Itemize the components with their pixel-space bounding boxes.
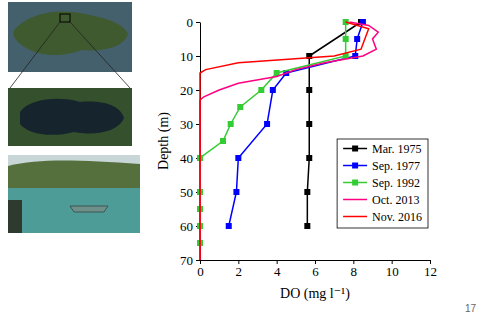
legend-line bbox=[343, 199, 367, 201]
x-tick: 6 bbox=[312, 260, 319, 279]
legend: Mar. 1975 Sep. 1977 Sep. 1992 Oct. 2013 Nov.… bbox=[337, 139, 428, 228]
slide: 0 2 4 6 8 10 12 0 10 20 30 40 50 60 70 DO (mg l⁻¹) Depth… bbox=[0, 0, 500, 320]
series-marker bbox=[264, 121, 270, 127]
legend-marker bbox=[352, 180, 358, 186]
lake-water bbox=[20, 99, 124, 135]
y-tick-label: 20 bbox=[180, 83, 193, 98]
legend-label: Mar. 1975 bbox=[372, 142, 421, 156]
series-marker bbox=[237, 104, 243, 110]
series-marker bbox=[306, 155, 312, 161]
zoom-box bbox=[60, 14, 70, 22]
y-tick-label: 10 bbox=[180, 49, 193, 64]
legend-marker bbox=[352, 146, 358, 152]
page-number: 17 bbox=[465, 303, 477, 314]
y-tick-label: 70 bbox=[180, 253, 193, 268]
y-tick-mark bbox=[196, 22, 200, 23]
x-tick-label: 10 bbox=[386, 264, 399, 279]
x-tick-label: 8 bbox=[351, 264, 358, 279]
photo-boat bbox=[70, 206, 108, 212]
series-marker bbox=[226, 223, 232, 229]
legend-entry: Sep. 1992 bbox=[343, 176, 420, 190]
legend-label: Oct. 2013 bbox=[372, 193, 419, 207]
legend-label: Nov. 2016 bbox=[372, 210, 422, 224]
satellite-island bbox=[14, 11, 129, 55]
satellite-sea bbox=[8, 2, 132, 72]
y-axis: 0 10 20 30 40 50 60 70 bbox=[180, 15, 201, 268]
y-tick-label: 40 bbox=[180, 151, 193, 166]
x-tick-label: 0 bbox=[197, 264, 204, 279]
legend-box bbox=[337, 139, 428, 228]
x-tick: 4 bbox=[274, 260, 281, 279]
series-marker bbox=[220, 138, 226, 144]
legend-entry: Oct. 2013 bbox=[343, 193, 419, 207]
y-tick-mark bbox=[196, 56, 200, 57]
y-tick: 0 bbox=[187, 15, 201, 30]
photo-person bbox=[8, 200, 22, 233]
series-marker bbox=[304, 189, 310, 195]
legend-entry: Nov. 2016 bbox=[343, 210, 422, 224]
legend-label: Sep. 1977 bbox=[372, 159, 420, 173]
y-tick-label: 0 bbox=[187, 15, 194, 30]
y-tick: 30 bbox=[180, 117, 200, 132]
series-marker bbox=[228, 121, 234, 127]
photos bbox=[8, 2, 140, 233]
series-marker bbox=[270, 87, 276, 93]
legend-line bbox=[343, 216, 367, 218]
series-marker bbox=[233, 189, 239, 195]
y-tick-label: 30 bbox=[180, 117, 193, 132]
y-tick: 10 bbox=[180, 49, 200, 64]
y-tick: 70 bbox=[180, 253, 200, 268]
y-axis-title: Depth (m) bbox=[156, 112, 172, 170]
series-marker bbox=[354, 36, 360, 42]
series-marker bbox=[343, 36, 349, 42]
legend-entry: Mar. 1975 bbox=[343, 142, 421, 156]
legend-entry: Sep. 1977 bbox=[343, 159, 420, 173]
series-marker bbox=[304, 223, 310, 229]
x-tick: 8 bbox=[351, 260, 358, 279]
x-axis-title: DO (mg l⁻¹) bbox=[280, 286, 350, 302]
series-line bbox=[200, 22, 346, 243]
lake-land bbox=[8, 88, 132, 146]
x-tick-label: 6 bbox=[312, 264, 319, 279]
x-tick-label: 4 bbox=[274, 264, 281, 279]
y-tick-mark bbox=[196, 260, 200, 261]
series-marker bbox=[235, 155, 241, 161]
series-marker bbox=[306, 121, 312, 127]
zoom-lines bbox=[10, 22, 130, 88]
x-tick: 10 bbox=[386, 260, 399, 279]
y-tick: 20 bbox=[180, 83, 200, 98]
legend-marker bbox=[352, 163, 358, 169]
photo-water bbox=[8, 188, 140, 233]
x-tick-label: 2 bbox=[236, 264, 243, 279]
x-tick: 0 bbox=[197, 260, 204, 279]
series-marker bbox=[258, 87, 264, 93]
legend-label: Sep. 1992 bbox=[372, 176, 420, 190]
x-tick: 2 bbox=[236, 260, 243, 279]
y-tick-label: 60 bbox=[180, 219, 193, 234]
x-axis: 0 2 4 6 8 10 12 bbox=[197, 260, 437, 279]
series-marker bbox=[306, 87, 312, 93]
x-tick-label: 12 bbox=[424, 264, 437, 279]
x-tick: 12 bbox=[424, 260, 437, 279]
photo-hills bbox=[8, 161, 140, 191]
y-tick-label: 50 bbox=[180, 185, 193, 200]
